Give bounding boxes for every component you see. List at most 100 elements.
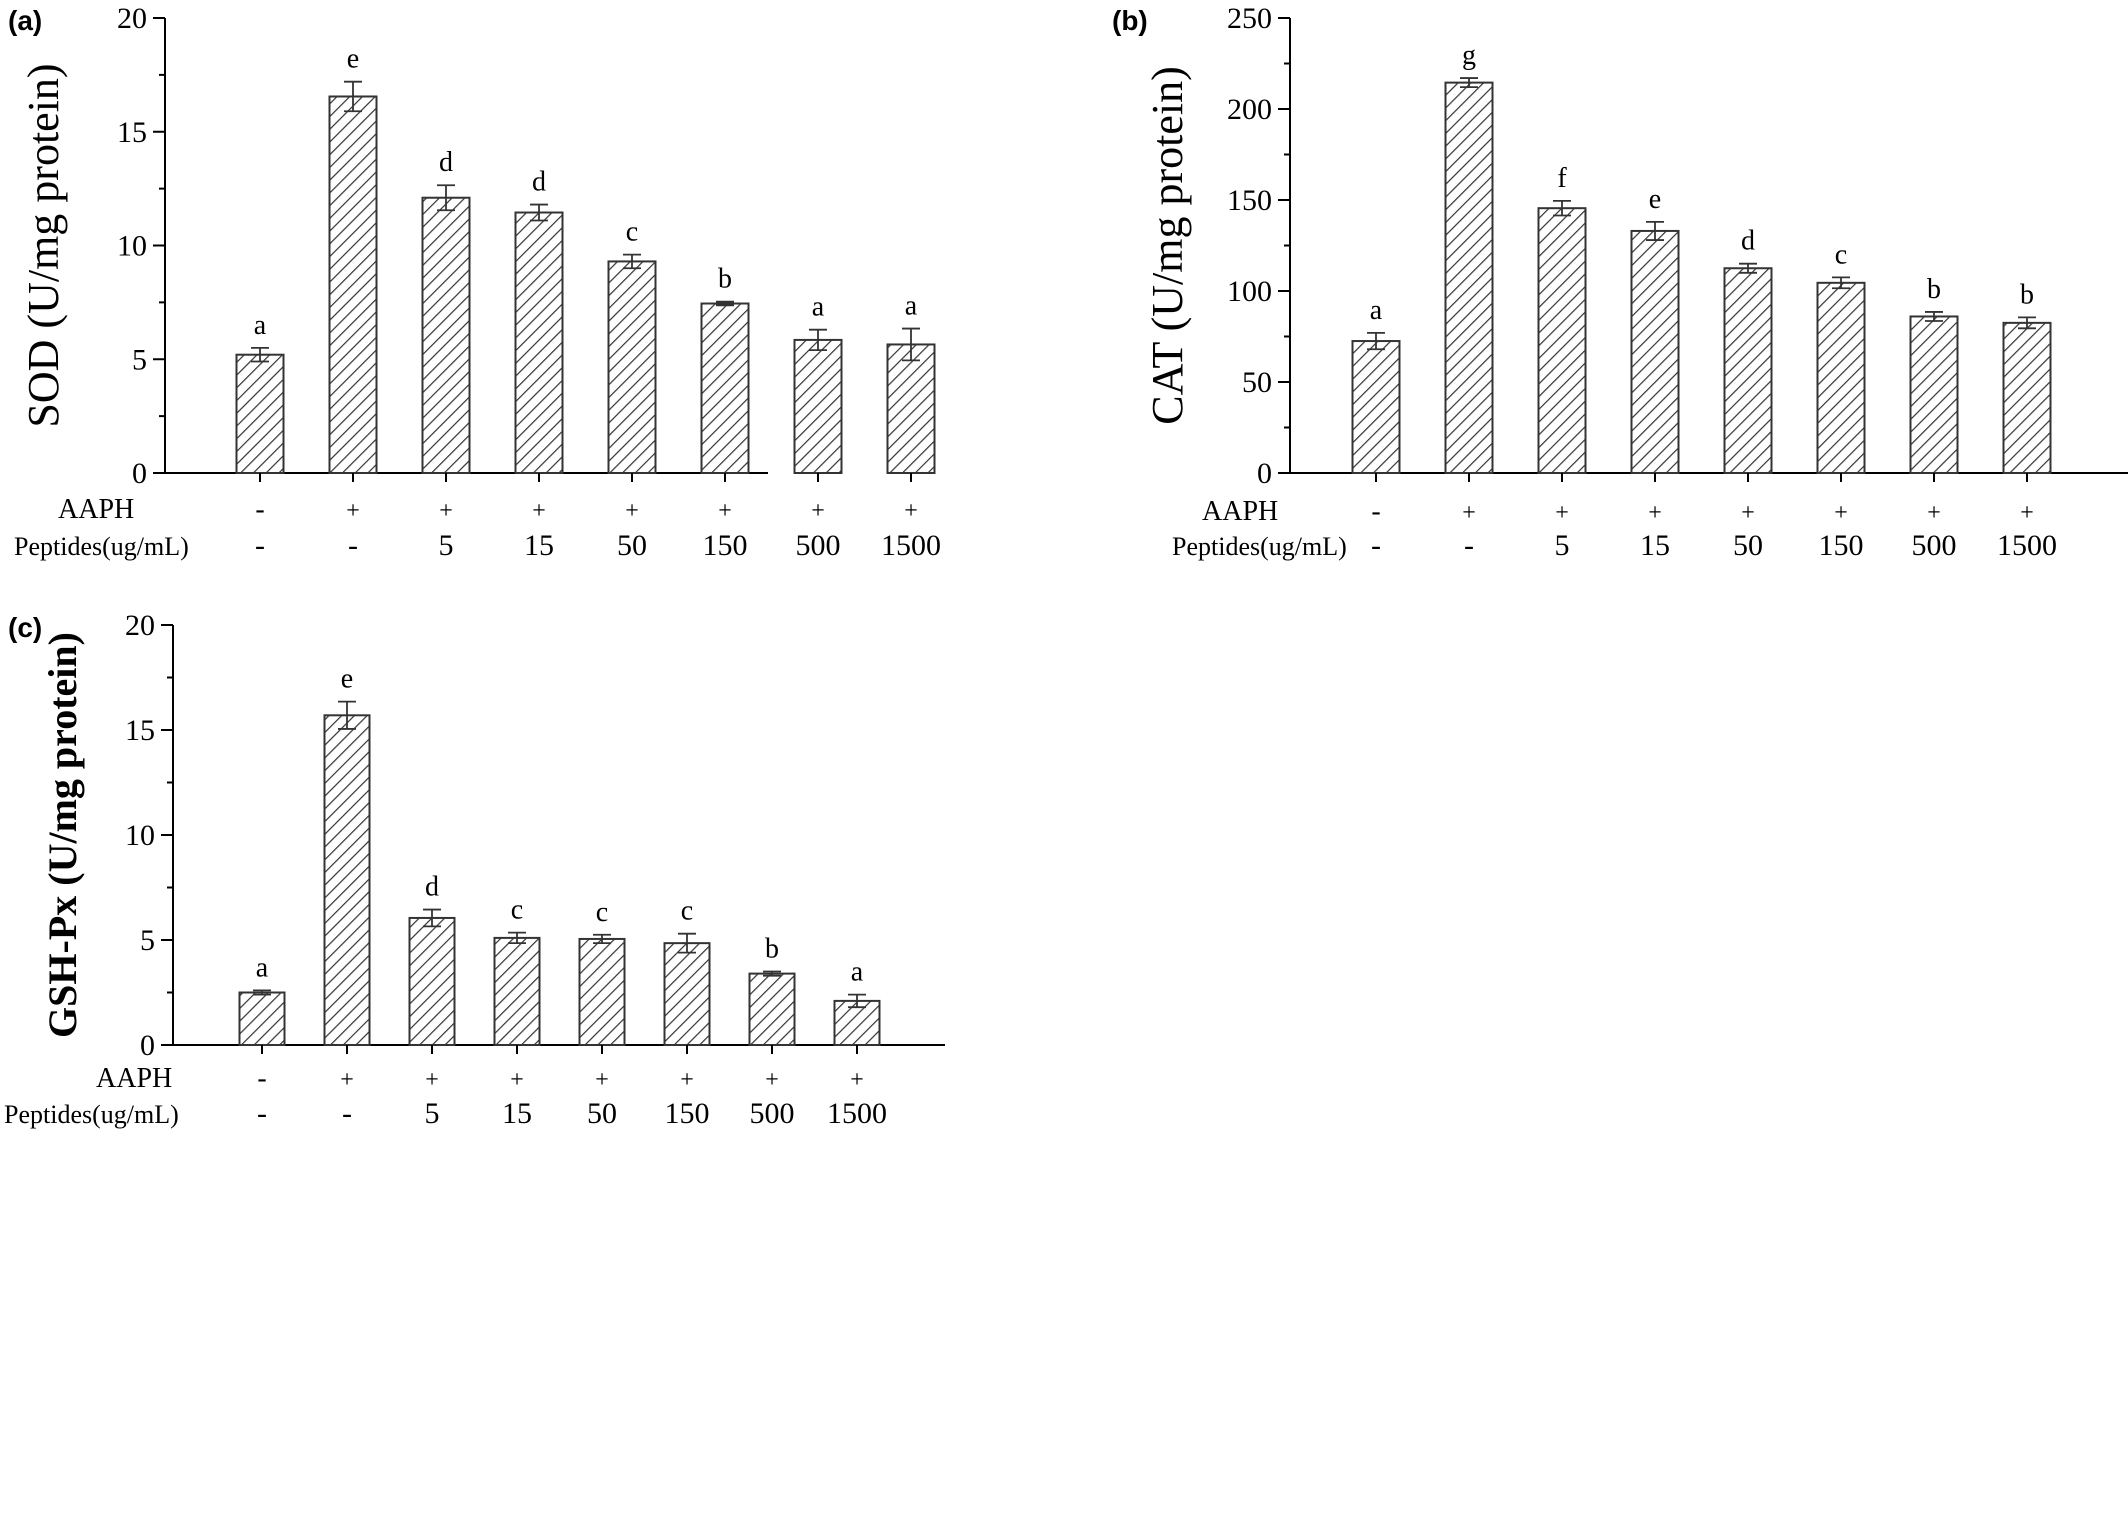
bar-2: [323, 714, 371, 1046]
y-axis-label: CAT (U/mg protein): [1143, 66, 1192, 425]
aaph-value: +: [439, 498, 453, 524]
significance-label: c: [681, 896, 693, 927]
significance-label: d: [532, 167, 546, 198]
significance-label: a: [905, 291, 918, 322]
bar-3: [1537, 207, 1587, 474]
panel-1: (a) 0 5 10 15 20 SOD (U/mg protein) a e d d c b a a AAP…: [8, 2, 941, 562]
significance-label: d: [439, 147, 453, 178]
aaph-value: +: [1462, 500, 1476, 526]
bar-3: [421, 196, 471, 474]
y-tick-label: 150: [1227, 184, 1272, 217]
bar-6: [663, 942, 711, 1047]
significance-label: a: [1370, 295, 1383, 326]
aaph-value: +: [1555, 500, 1569, 526]
y-tick-label: 20: [117, 2, 147, 35]
y-axis-label: SOD (U/mg protein): [19, 63, 68, 427]
bar-5: [607, 260, 657, 474]
row-label-peptides: Peptides(ug/mL): [4, 1100, 179, 1129]
significance-label: c: [511, 895, 523, 926]
peptide-value: 1500: [827, 1097, 887, 1130]
y-tick-label: 50: [1242, 366, 1272, 399]
aaph-value: +: [1834, 500, 1848, 526]
panel-label: (b): [1112, 5, 1148, 36]
y-tick-label: 10: [117, 230, 147, 263]
peptide-value: -: [255, 529, 265, 562]
peptide-value: 50: [617, 529, 647, 562]
bar-8: [833, 999, 881, 1047]
bar-1: [238, 991, 286, 1046]
y-tick-label: 15: [117, 116, 147, 149]
aaph-value: +: [2020, 500, 2034, 526]
panel-3: (c) 0 5 10 15 20 GSH-Px (U/mg protein) a e d c c c b a…: [4, 609, 945, 1130]
panel-label: (c): [8, 612, 42, 643]
panel-label: (a): [8, 5, 42, 36]
bar-8: [2002, 321, 2052, 474]
bar-3: [408, 916, 456, 1047]
peptide-value: 500: [796, 529, 841, 562]
significance-label: d: [1741, 226, 1755, 257]
bar-4: [1630, 229, 1680, 474]
aaph-value: +: [595, 1067, 609, 1093]
aaph-value: +: [425, 1067, 439, 1093]
peptide-value: 150: [665, 1097, 710, 1130]
peptide-value: 5: [439, 529, 454, 562]
aaph-value: -: [255, 494, 264, 525]
aaph-value: -: [1371, 496, 1380, 527]
bar-2: [328, 95, 378, 475]
bar-8: [886, 343, 936, 474]
y-tick-label: 10: [125, 819, 155, 852]
significance-label: c: [596, 897, 608, 928]
y-tick-label: 5: [132, 343, 147, 376]
aaph-value: +: [904, 498, 918, 524]
row-label-peptides: Peptides(ug/mL): [1172, 532, 1347, 561]
peptide-value: 15: [1640, 529, 1670, 562]
bar-1: [1351, 340, 1401, 474]
aaph-value: +: [346, 498, 360, 524]
aaph-value: +: [718, 498, 732, 524]
y-tick-label: 0: [1257, 457, 1272, 490]
significance-label: e: [1649, 184, 1661, 215]
peptide-value: -: [342, 1097, 352, 1130]
peptide-value: 5: [1555, 529, 1570, 562]
significance-label: b: [2020, 279, 2034, 310]
significance-label: a: [812, 292, 825, 323]
significance-label: b: [718, 264, 732, 295]
y-tick-label: 200: [1227, 93, 1272, 126]
significance-label: c: [1835, 239, 1847, 270]
bar-4: [514, 211, 564, 474]
row-label-aaph: AAPH: [58, 494, 134, 525]
y-tick-label: 100: [1227, 275, 1272, 308]
peptide-value: 5: [425, 1097, 440, 1130]
significance-label: g: [1462, 40, 1476, 71]
significance-label: c: [626, 217, 638, 248]
y-tick-label: 15: [125, 714, 155, 747]
significance-label: b: [765, 934, 779, 965]
bar-7: [748, 972, 796, 1046]
row-label-aaph: AAPH: [1202, 496, 1278, 527]
panel-2: (b) 0 50 100 150 200 250 CAT (U/mg protein) a g f e…: [1112, 2, 2128, 562]
peptide-value: 50: [1733, 529, 1763, 562]
aaph-value: +: [680, 1067, 694, 1093]
aaph-value: -: [257, 1063, 266, 1094]
significance-label: d: [425, 872, 439, 903]
panels: (a) 0 5 10 15 20 SOD (U/mg protein) a e d d c b a a AAP…: [4, 2, 2128, 1130]
aaph-value: +: [850, 1067, 864, 1093]
aaph-value: +: [811, 498, 825, 524]
y-tick-label: 0: [140, 1029, 155, 1062]
significance-label: e: [341, 664, 353, 695]
peptide-value: -: [257, 1097, 267, 1130]
aaph-value: +: [1648, 500, 1662, 526]
peptide-value: -: [1464, 529, 1474, 562]
significance-label: a: [851, 957, 864, 988]
peptide-value: 1500: [1997, 529, 2057, 562]
aaph-value: +: [1741, 500, 1755, 526]
bar-4: [493, 936, 541, 1047]
row-label-aaph: AAPH: [96, 1063, 172, 1094]
y-axis-label: GSH-Px (U/mg protein): [40, 632, 85, 1038]
significance-label: a: [254, 310, 267, 341]
bar-2: [1444, 81, 1494, 475]
row-label-peptides: Peptides(ug/mL): [14, 532, 189, 561]
peptide-value: -: [348, 529, 358, 562]
peptide-value: 500: [750, 1097, 795, 1130]
